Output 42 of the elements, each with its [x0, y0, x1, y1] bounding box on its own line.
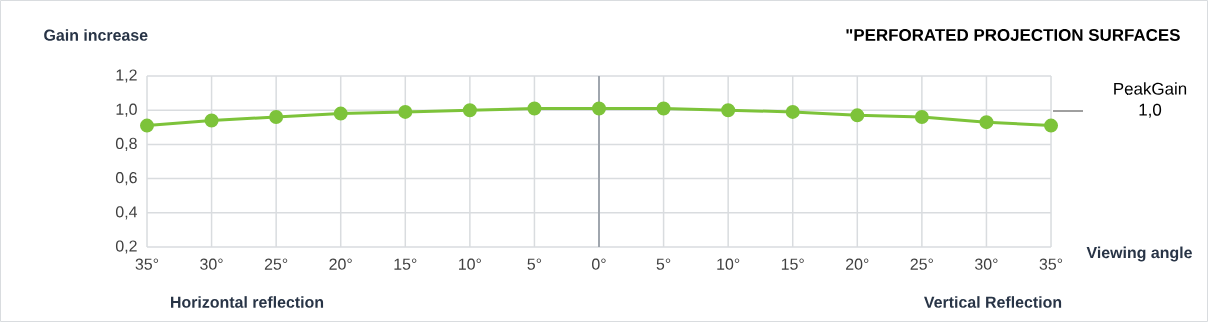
text: Vertical Reflection: [924, 296, 1062, 308]
x-tick-label: 35°: [1039, 258, 1063, 270]
y-tick-label: 0,6: [115, 172, 137, 186]
x-tick-label: 5°: [656, 258, 671, 270]
x-axis-title: Viewing angle: [1086, 246, 1192, 262]
point: [140, 118, 155, 133]
point: [592, 101, 607, 116]
x-tick-label: 15°: [394, 258, 417, 270]
chart-title: "PERFORATED PROJECTION SURFACES: [846, 29, 1180, 41]
y-tick-label: 0,8: [115, 137, 137, 151]
y-tick-label: 1,2: [116, 69, 137, 83]
point: [785, 104, 800, 119]
y-tick-label: 1,0: [116, 103, 137, 117]
point: [333, 106, 348, 121]
x-tick-label: 25°: [910, 258, 933, 270]
y-tick-label: 0,4: [115, 206, 138, 220]
y-tick-label: 0,2: [115, 240, 137, 254]
x-tick-label: 15°: [781, 258, 804, 270]
x-tick-label: 0°: [592, 258, 606, 270]
point: [398, 104, 413, 119]
x-tick-label: 5°: [527, 258, 542, 270]
x-tick-label: 20°: [846, 258, 869, 270]
point: [462, 103, 477, 118]
y-axis-title: Gain increase: [44, 29, 148, 41]
x-tick-label: 10°: [459, 258, 481, 270]
point: [979, 115, 994, 130]
point: [269, 110, 284, 125]
point: [204, 113, 219, 128]
point: [914, 110, 929, 125]
x-tick-label: 10°: [717, 258, 740, 270]
point: [656, 101, 671, 116]
point: [721, 103, 736, 118]
point: [850, 108, 865, 123]
x-tick-label: 30°: [975, 258, 998, 270]
x-tick-label: 20°: [329, 258, 352, 270]
x-tick-label: 35°: [135, 258, 159, 270]
text: Horizontal reflection: [171, 296, 324, 308]
text: PeakGain 1,0: [1114, 82, 1187, 118]
point: [1044, 118, 1059, 133]
x-tick-label: 25°: [264, 258, 288, 270]
point: [527, 101, 542, 116]
x-tick-label: 30°: [200, 258, 223, 270]
